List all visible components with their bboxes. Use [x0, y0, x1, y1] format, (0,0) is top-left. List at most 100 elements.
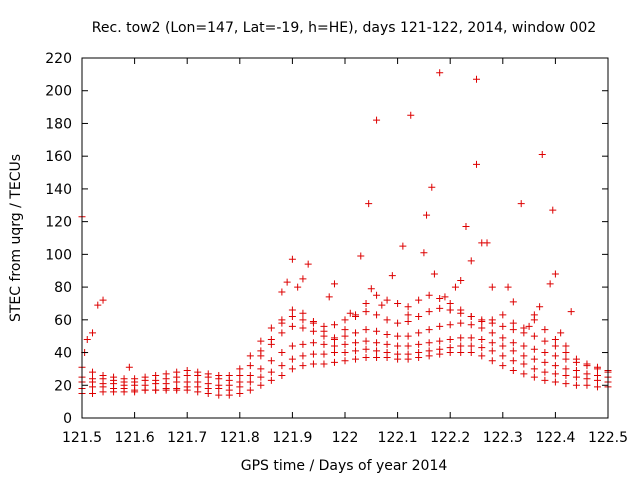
data-point [593, 383, 601, 391]
data-point [352, 329, 360, 337]
data-point [294, 283, 302, 291]
data-point [436, 322, 444, 330]
data-point [299, 309, 307, 317]
data-point [499, 334, 507, 342]
data-point [152, 371, 160, 379]
data-point [362, 353, 370, 361]
data-point [462, 223, 470, 231]
data-point [517, 200, 525, 208]
data-point [394, 319, 402, 327]
data-point [467, 334, 475, 342]
data-point [288, 355, 296, 363]
series-track-2 [78, 342, 612, 394]
x-tick-label: 122 [332, 430, 359, 446]
data-point [583, 381, 591, 389]
y-tick-label: 0 [63, 411, 72, 427]
data-point [467, 349, 475, 357]
data-point [404, 332, 412, 340]
data-point [236, 389, 244, 397]
data-point [520, 370, 528, 378]
data-point [246, 378, 254, 386]
data-point [141, 373, 149, 381]
data-point [425, 347, 433, 355]
data-point [383, 331, 391, 339]
data-point [551, 362, 559, 370]
data-point [593, 363, 601, 371]
data-point [352, 339, 360, 347]
data-point [288, 365, 296, 373]
data-point [415, 340, 423, 348]
data-point [131, 375, 139, 383]
data-point [551, 352, 559, 360]
data-point [509, 319, 517, 327]
data-point [478, 324, 486, 332]
data-point [183, 378, 191, 386]
data-point [557, 329, 565, 337]
x-tick-label: 121.8 [220, 430, 260, 446]
data-point [320, 360, 328, 368]
data-point [94, 301, 102, 309]
data-point [373, 353, 381, 361]
data-point [346, 309, 354, 317]
y-tick-label: 180 [45, 116, 72, 132]
data-point [404, 303, 412, 311]
data-point [152, 386, 160, 394]
data-point [362, 299, 370, 307]
data-point [246, 352, 254, 360]
x-tick-label: 122.5 [588, 430, 628, 446]
data-point [352, 313, 360, 321]
chart-title: Rec. tow2 (Lon=147, Lat=-19, h=HE), days… [92, 20, 596, 36]
data-point [467, 321, 475, 329]
data-point [341, 316, 349, 324]
data-point [567, 308, 575, 316]
data-point [83, 335, 91, 343]
y-tick-label: 80 [54, 280, 72, 296]
data-point [288, 313, 296, 321]
data-point [330, 280, 338, 288]
data-point [499, 352, 507, 360]
data-point [362, 308, 370, 316]
data-point [530, 373, 538, 381]
data-point [204, 370, 212, 378]
data-point [267, 335, 275, 343]
data-point [525, 322, 533, 330]
data-point [215, 381, 223, 389]
data-point [499, 362, 507, 370]
data-point [436, 304, 444, 312]
series-track-6 [257, 291, 570, 355]
data-point [394, 350, 402, 358]
data-point [562, 342, 570, 350]
data-point [183, 367, 191, 375]
data-point [562, 380, 570, 388]
data-point [341, 349, 349, 357]
data-point [478, 335, 486, 343]
data-point [499, 322, 507, 330]
data-point [572, 355, 580, 363]
series-track-1 [78, 349, 612, 399]
data-point [236, 378, 244, 386]
x-tick-label: 122.1 [378, 430, 418, 446]
data-point [194, 378, 202, 386]
data-point [267, 357, 275, 365]
x-tick-label: 121.6 [115, 430, 155, 446]
data-point [488, 316, 496, 324]
data-point [562, 349, 570, 357]
data-point [572, 367, 580, 375]
data-point [120, 375, 128, 383]
data-point [436, 69, 444, 77]
data-point [373, 311, 381, 319]
data-point [383, 349, 391, 357]
y-tick-label: 220 [45, 51, 72, 67]
y-tick-label: 120 [45, 215, 72, 231]
data-point [383, 316, 391, 324]
data-point [288, 306, 296, 314]
data-point [446, 335, 454, 343]
data-point [352, 347, 360, 355]
data-point [299, 362, 307, 370]
data-point [436, 295, 444, 303]
data-point [488, 339, 496, 347]
data-point [467, 257, 475, 265]
data-point [415, 349, 423, 357]
data-point [267, 376, 275, 384]
